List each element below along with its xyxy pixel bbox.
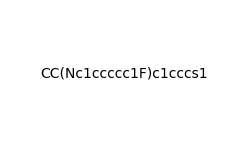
Text: CC(Nc1ccccc1F)c1cccs1: CC(Nc1ccccc1F)c1cccs1 (40, 67, 208, 81)
